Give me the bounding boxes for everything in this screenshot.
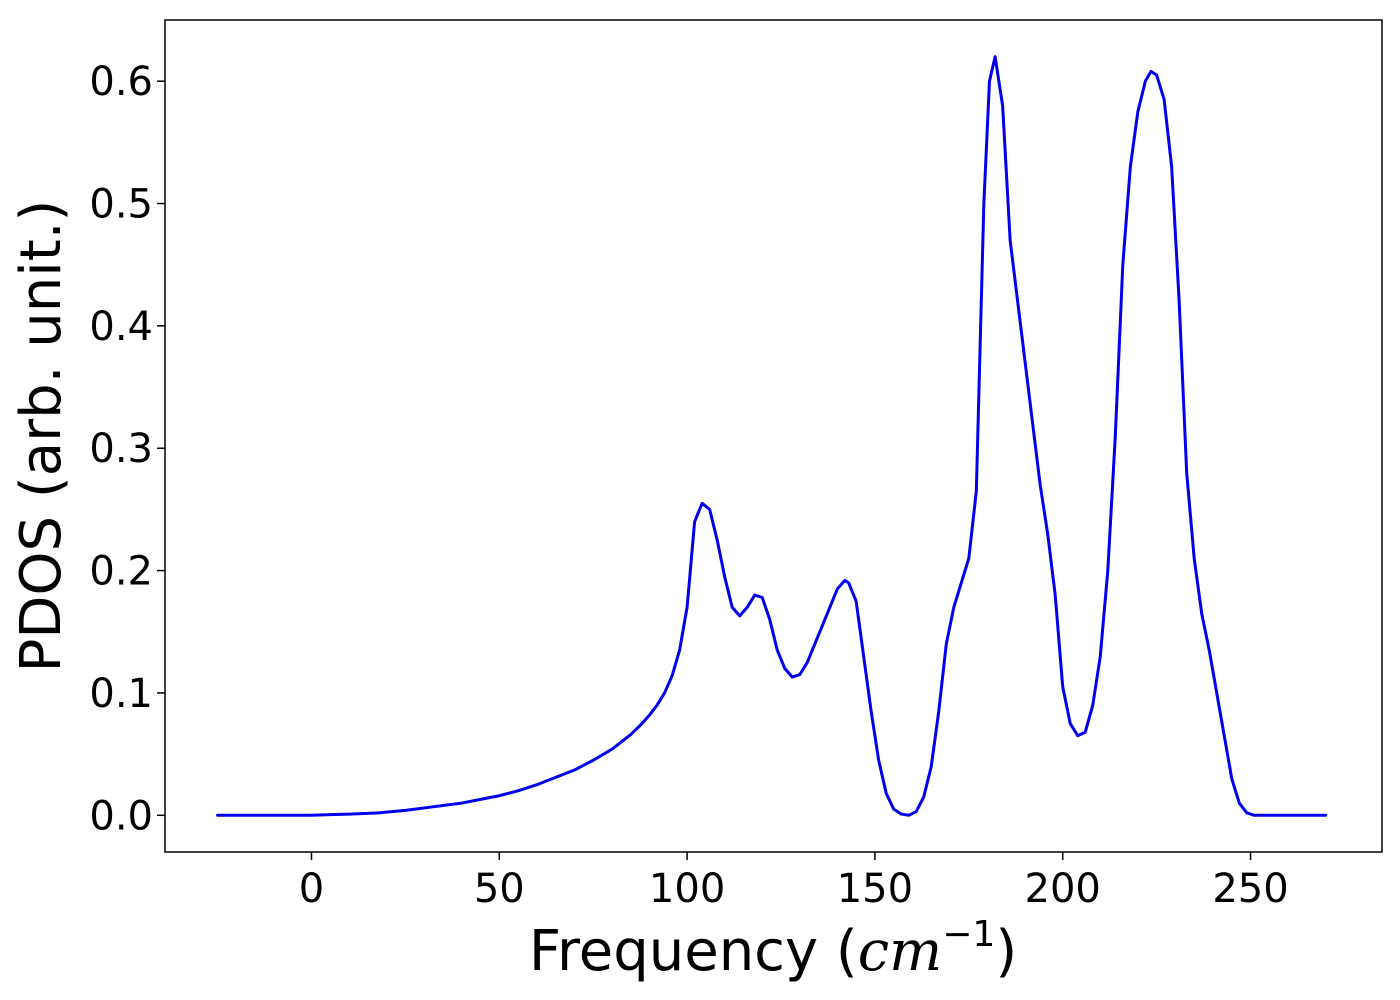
x-tick-label: 250	[1212, 866, 1288, 912]
pdos-line	[216, 55, 1328, 817]
x-axis-label-text: Frequency (	[529, 919, 858, 984]
y-tick-label: 0.6	[89, 59, 153, 105]
y-tick-label: 0.4	[89, 304, 153, 350]
x-tick-label: 100	[649, 866, 725, 912]
plot-area	[165, 20, 1382, 852]
x-tick-label: 0	[299, 866, 324, 912]
x-tick-label: 150	[837, 866, 913, 912]
x-tick-label: 200	[1025, 866, 1101, 912]
y-axis-label: PDOS (arb. unit.)	[9, 200, 74, 673]
x-axis-label-close: )	[995, 919, 1017, 984]
y-tick-label: 0.0	[89, 793, 153, 839]
x-tick-label: 50	[474, 866, 525, 912]
x-axis-unit: cm	[858, 919, 942, 984]
y-tick-label: 0.1	[89, 671, 153, 717]
axis-ticks: 0 50 100 150 200 250 0.0 0.1 0.2 0.3 0.4 0.5 0.6	[89, 59, 1288, 912]
x-axis-label: Frequency (cm−1)	[529, 914, 1017, 984]
plot-frame	[164, 19, 1383, 853]
y-tick-label: 0.5	[89, 182, 153, 228]
y-tick-label: 0.2	[89, 549, 153, 595]
x-axis-unit-exponent: −1	[942, 914, 995, 955]
y-tick-label: 0.3	[89, 426, 153, 472]
